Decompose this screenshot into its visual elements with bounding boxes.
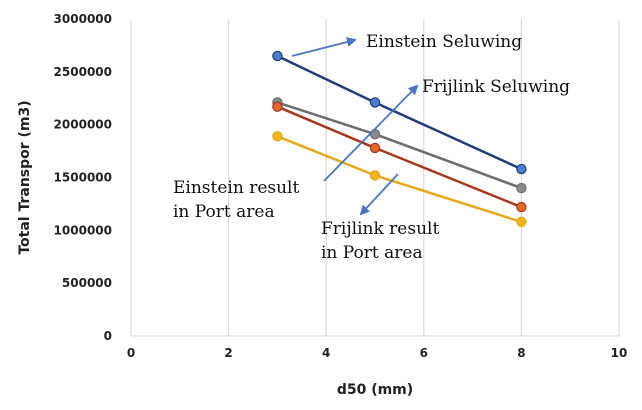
data-point-frijlink-port-0: [272, 131, 283, 142]
data-point-einstein-seluwing-0: [272, 50, 283, 62]
annotation-text-einstein-port-1: in Port area: [173, 202, 275, 222]
annotation-text-einstein-port-0: Einstein result: [173, 178, 299, 198]
annotation-text-frijlink-port-0: Frijlink result: [321, 219, 439, 239]
data-point-einstein-port-0: [272, 101, 283, 112]
x-tick-label-5: 10: [611, 346, 628, 360]
y-axis-title: Total Transpor (m3): [17, 100, 33, 254]
series-line-frijlink-port: [276, 135, 522, 224]
y-tick-label-0: 0: [104, 329, 112, 343]
data-point-frijlink-port-1: [369, 170, 381, 181]
grid-lines: [130, 19, 620, 337]
annotation-arrow-frijlink-seluwing: [323, 84, 419, 182]
series-line-frijlink-seluwing: [277, 101, 522, 190]
data-point-einstein-seluwing-1: [369, 97, 381, 108]
annotation-arrow-einstein-seluwing: [291, 37, 357, 57]
annotation-text-einstein-seluwing-0: Einstein Seluwing: [366, 32, 522, 52]
annotation-arrow-frijlink-port: [359, 173, 399, 216]
y-tick-label-4: 2000000: [54, 118, 112, 132]
annotation-text-frijlink-port-1: in Port area: [321, 243, 423, 263]
x-axis-title: d50 (mm): [337, 382, 413, 398]
x-tick-label-3: 6: [420, 346, 428, 360]
data-markers: [272, 50, 527, 228]
y-tick-label-5: 2500000: [54, 65, 112, 79]
data-point-frijlink-seluwing-2: [516, 182, 527, 194]
x-tick-label-4: 8: [517, 346, 525, 360]
data-point-frijlink-port-2: [516, 216, 527, 228]
data-point-einstein-seluwing-2: [516, 163, 527, 175]
x-tick-label-2: 4: [322, 346, 330, 360]
data-point-einstein-port-1: [369, 142, 381, 154]
series-line-einstein-port: [276, 105, 522, 209]
y-tick-label-2: 1000000: [54, 223, 112, 237]
x-tick-label-1: 2: [224, 346, 232, 360]
axes: 0 2 4 6 8 10 0 500000 1000000 1500000 2000000 25000…: [17, 12, 627, 398]
annotation-text-frijlink-seluwing-0: Frijlink Seluwing: [422, 77, 570, 97]
x-tick-label-0: 0: [127, 346, 135, 360]
y-tick-label-6: 3000000: [54, 12, 112, 26]
annotations: Einstein Seluwing Frijlink Seluwing Einste…: [173, 32, 570, 263]
y-tick-label-3: 1500000: [54, 171, 112, 185]
data-point-einstein-port-2: [516, 201, 527, 213]
y-tick-label-1: 500000: [62, 276, 112, 290]
